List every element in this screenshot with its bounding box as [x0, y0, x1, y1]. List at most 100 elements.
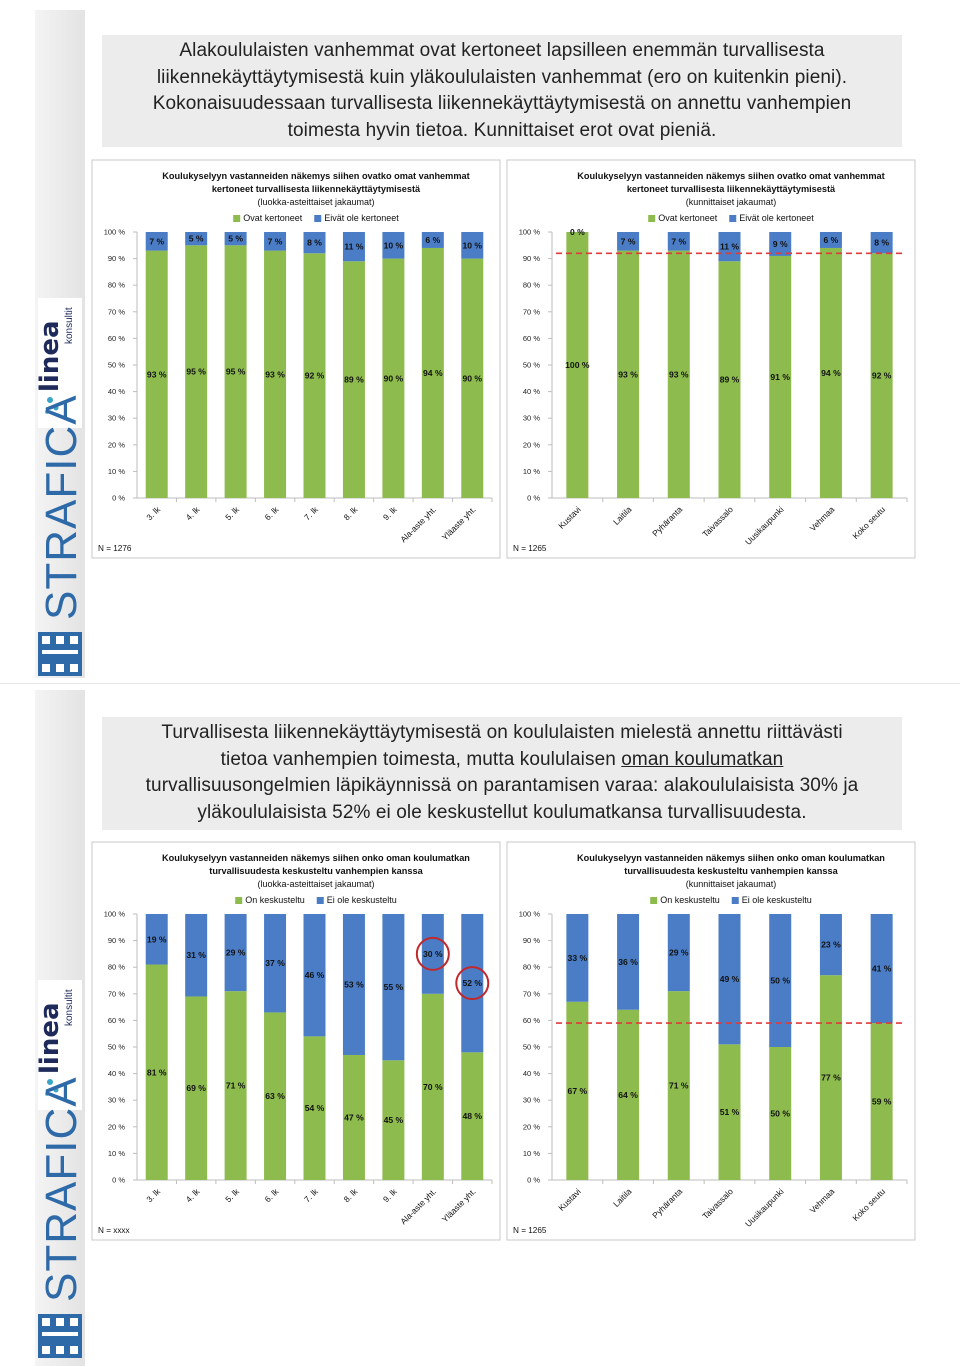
heading-line: liikennekäyttäytymisestä kuin yläkoulula…: [102, 65, 902, 92]
legend-label: Eivät ole kertoneet: [739, 213, 814, 223]
value-label: 29 %: [669, 948, 689, 958]
value-label: 93 %: [265, 369, 285, 379]
logo-word: linea: [35, 1002, 65, 1074]
y-tick-label: 20 %: [108, 1122, 125, 1131]
heading-text: toimesta hyvin tietoa. Kunnittaiset erot…: [287, 119, 717, 141]
legend: Ovat kertoneet Eivät ole kertoneet: [648, 213, 814, 223]
bar-segment: [264, 250, 287, 498]
value-label: 89 %: [720, 375, 740, 385]
bar-segment: [303, 1036, 326, 1180]
bar-segment: [303, 232, 326, 254]
y-tick-label: 0 %: [527, 494, 540, 503]
y-tick-label: 40 %: [108, 387, 125, 396]
logo-dot: [53, 1087, 59, 1093]
highlight-circle: [455, 966, 490, 1001]
logo-dot: [45, 410, 49, 414]
bar-segment: [870, 1023, 893, 1180]
value-label: 10 %: [462, 240, 482, 250]
chart-title: turvallisuudesta keskusteltu vanhempien …: [209, 866, 423, 876]
y-tick-label: 60 %: [108, 334, 125, 343]
chart-subtitle: (kunnittaiset jakaumat): [686, 879, 777, 889]
bar-segment: [667, 250, 690, 498]
bar-segment: [185, 245, 208, 498]
chart-title: turvallisuudesta keskusteltu vanhempien …: [624, 866, 838, 876]
bar-segment: [819, 975, 842, 1180]
y-tick-label: 0 %: [112, 1176, 125, 1185]
bar-segment: [145, 914, 168, 965]
y-tick-label: 80 %: [523, 281, 540, 290]
value-label: 67 %: [568, 1086, 588, 1096]
logo-dot: [53, 405, 59, 411]
value-label: 41 %: [872, 964, 892, 974]
logo-word: linea: [35, 320, 65, 392]
value-label: 50 %: [770, 976, 790, 986]
bar-segment: [264, 914, 287, 1013]
y-tick-label: 100 %: [104, 228, 126, 237]
logo-dot: [47, 397, 53, 403]
chart-title: kertoneet turvallisesta liikennekäyttäyt…: [627, 184, 836, 194]
bar-segment: [185, 996, 208, 1180]
icon-cell: [56, 636, 64, 644]
legend-swatch: [314, 215, 322, 222]
y-tick-label: 90 %: [523, 254, 540, 263]
value-label: 46 %: [305, 970, 325, 980]
value-label: 11 %: [720, 242, 739, 252]
bar-segment: [382, 914, 405, 1061]
bar-segment: [145, 964, 168, 1180]
y-tick-label: 50 %: [523, 361, 540, 370]
legend-label: Ovat kertoneet: [658, 213, 718, 223]
chart-title: Koulukyselyyn vastanneiden näkemys siihe…: [577, 171, 884, 181]
value-label: 8 %: [874, 238, 889, 248]
y-tick-label: 40 %: [108, 1069, 125, 1078]
value-label: 8 %: [307, 238, 322, 248]
y-tick-label: 90 %: [523, 936, 540, 945]
y-tick-label: 40 %: [523, 1069, 540, 1078]
y-tick-label: 20 %: [108, 440, 125, 449]
bar-segment: [461, 914, 484, 1053]
chart-title: Koulukyselyyn vastanneiden näkemys siihe…: [577, 853, 885, 863]
value-label: 37 %: [265, 958, 285, 968]
legend-swatch: [233, 215, 241, 222]
value-label: 71 %: [669, 1081, 689, 1091]
y-tick-label: 10 %: [523, 467, 540, 476]
chart: Koulukyselyyn vastanneiden näkemys siihe…: [506, 841, 916, 1241]
y-tick-label: 10 %: [523, 1149, 540, 1158]
value-label: 7 %: [149, 236, 164, 246]
value-label: 93 %: [147, 369, 167, 379]
legend: Ovat kertoneet Eivät ole kertoneet: [233, 213, 399, 223]
icon-bar: [42, 650, 78, 654]
legend-label: Ei ole keskusteltu: [742, 895, 812, 905]
y-tick-label: 80 %: [523, 963, 540, 972]
bar-segment: [461, 258, 484, 498]
value-label: 59 %: [872, 1097, 892, 1107]
y-tick-label: 60 %: [108, 1016, 125, 1025]
bar-segment: [145, 250, 168, 498]
bar-segment: [185, 232, 208, 246]
heading-text: turvallisuusongelmien läpikäynnissä on p…: [145, 775, 859, 796]
value-label: 45 %: [384, 1115, 404, 1125]
slide: Alakoululaisten vanhemmat ovat kertoneet…: [0, 0, 960, 683]
brand-logo: linea konsultit STRAFICA: [35, 980, 86, 1358]
sample-note: N = 1265: [513, 544, 547, 553]
y-tick-label: 30 %: [108, 1096, 125, 1105]
legend: On keskusteltu Ei ole keskusteltu: [650, 895, 812, 905]
logo-sub: konsultit: [64, 307, 75, 344]
value-label: 92 %: [305, 371, 325, 381]
y-tick-label: 60 %: [523, 1016, 540, 1025]
logo-dot: [47, 1079, 53, 1085]
y-tick-label: 90 %: [108, 254, 125, 263]
icon-cell: [70, 1318, 78, 1326]
bar-segment: [303, 253, 326, 498]
value-label: 0 %: [570, 227, 585, 237]
bar-segment: [617, 914, 640, 1010]
heading-text: Alakoululaisten vanhemmat ovat kertoneet…: [179, 40, 825, 61]
legend-swatch: [729, 215, 737, 222]
bar-segment: [718, 232, 741, 262]
value-label: 90 %: [462, 373, 482, 383]
bar-segment: [667, 991, 690, 1180]
y-tick-label: 70 %: [108, 989, 125, 998]
bar-segment: [819, 247, 842, 498]
icon-cell: [42, 636, 50, 644]
y-tick-label: 50 %: [108, 361, 125, 370]
chart-subtitle: (kunnittaiset jakaumat): [686, 197, 777, 207]
